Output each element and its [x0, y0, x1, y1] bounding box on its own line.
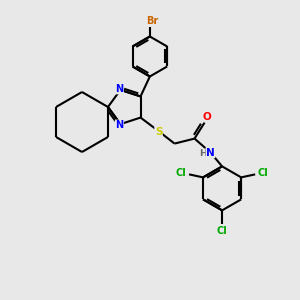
- Text: N: N: [116, 120, 124, 130]
- Text: O: O: [202, 112, 211, 122]
- Text: Cl: Cl: [176, 168, 186, 178]
- Text: Cl: Cl: [258, 168, 268, 178]
- Text: N: N: [116, 84, 124, 94]
- Text: H: H: [199, 149, 206, 158]
- Text: S: S: [155, 127, 162, 136]
- Text: Br: Br: [146, 16, 158, 26]
- Text: N: N: [206, 148, 215, 158]
- Text: Cl: Cl: [217, 226, 227, 236]
